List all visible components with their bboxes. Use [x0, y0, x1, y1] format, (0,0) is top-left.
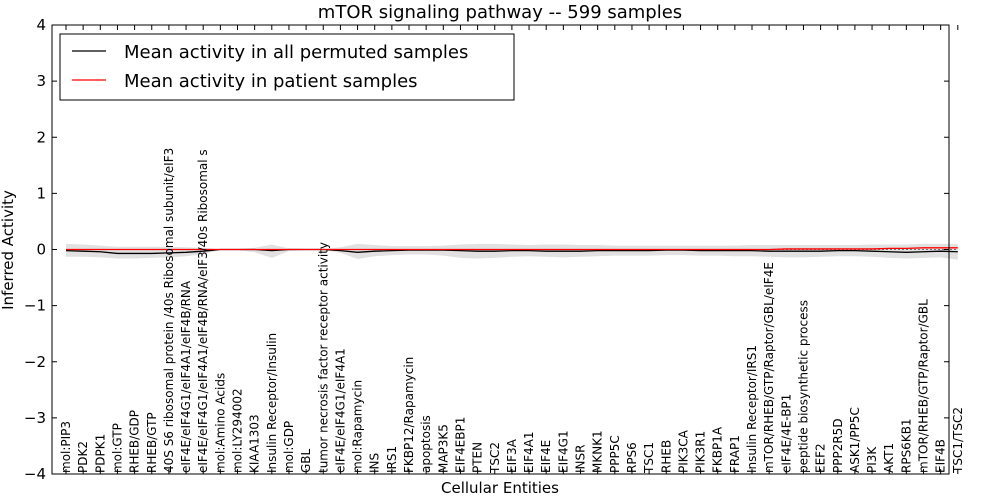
category-label: RPS6KB1 [899, 418, 913, 473]
y-tick-label: 0 [36, 241, 46, 259]
category-label: mol:PIP3 [59, 421, 73, 473]
category-label: mol:LY294002 [231, 388, 245, 473]
y-tick-label: 3 [36, 72, 46, 90]
legend: Mean activity in all permuted samples Me… [59, 33, 515, 101]
category-label: tumor necrosis factor receptor activity [316, 242, 330, 473]
x-axis-label: Cellular Entities [441, 479, 559, 497]
category-label: PPP5C [608, 435, 622, 473]
category-label: INS [368, 453, 382, 473]
legend-label-patient: Mean activity in patient samples [124, 71, 418, 92]
y-tick-label: −4 [24, 465, 46, 483]
category-label: INSR [574, 445, 588, 473]
category-label: TSC1/TSC2 [951, 407, 965, 474]
legend-label-permuted: Mean activity in all permuted samples [124, 42, 468, 63]
chart-title: mTOR signaling pathway -- 599 samples [318, 2, 682, 23]
category-label: 40S S6 ribosomal protein /40s Ribosomal … [162, 148, 176, 473]
permutation-band [66, 243, 958, 260]
y-axis-label: Inferred Activity [0, 190, 17, 310]
category-label: eIF4E/4E-BP1 [779, 394, 793, 473]
category-label: EIF4E [539, 440, 553, 473]
category-label: mol:GTP [110, 423, 124, 473]
category-label: AKT1 [882, 443, 896, 473]
category-label: TSC1 [642, 442, 656, 474]
category-label: FRAP1 [728, 435, 742, 473]
category-label: peptide biosynthetic process [796, 300, 810, 473]
category-label: KIAA1303 [248, 414, 262, 473]
category-label: EIF4B [934, 439, 948, 473]
category-label: eIF4E/eIF4G1/eIF4A1/eIF4B/RNA [179, 280, 193, 473]
category-label: FKBP12/Rapamycin [402, 357, 416, 473]
band-layer [66, 243, 958, 260]
category-label: mTOR/RHEB/GTP/Raptor/GBL [917, 299, 931, 473]
y-tick-label: 4 [36, 16, 46, 34]
category-label: EIF4G1 [556, 430, 570, 473]
legend-box [59, 33, 515, 101]
category-label: RPS6 [625, 442, 639, 473]
category-label: PIK3R1 [694, 431, 708, 473]
category-label: IRS1 [385, 446, 399, 473]
category-label: MKNK1 [591, 430, 605, 473]
category-label: Insulin Receptor/IRS1 [745, 345, 759, 473]
category-label: FKBP1A [711, 426, 725, 473]
category-label: eIF4E/eIF4G1/eIF4A1 [333, 348, 347, 473]
category-label: EEF2 [814, 443, 828, 473]
category-label: TSC2 [488, 442, 502, 474]
category-label: RHEB [659, 440, 673, 473]
category-labels: mol:PIP3 PDK2 PDPK1 mol:GTP RHEB/GDP RHEB/GTP… [59, 148, 965, 474]
y-tick-label: −3 [24, 409, 46, 427]
category-label: EIF3A [505, 438, 519, 473]
category-label: PPP2R5D [831, 418, 845, 473]
y-tick-label: −2 [24, 353, 46, 371]
category-label: EIF4EBP1 [453, 417, 467, 473]
category-label: GBL [299, 448, 313, 473]
category-label: RHEB/GTP [145, 412, 159, 473]
category-label: mol:Amino Acids [213, 373, 227, 473]
category-label: ASK1/PP5C [848, 407, 862, 473]
category-label: Insulin Receptor/Insulin [265, 333, 279, 473]
y-tick-label: −1 [24, 297, 46, 315]
category-label: mTOR/RHEB/GTP/Raptor/GBL/eIF4E [762, 262, 776, 473]
category-label: PI3K [865, 446, 879, 473]
y-axis: −4 −3 −2 −1 0 1 2 3 4 [24, 16, 949, 483]
lines-layer [65, 247, 958, 255]
category-label: PDK2 [76, 441, 90, 473]
category-label: PDPK1 [93, 434, 107, 473]
category-label: apoptosis [419, 415, 433, 473]
y-tick-label: 1 [36, 184, 46, 202]
series-line-patient [66, 247, 958, 251]
category-label: mol:GDP [282, 421, 296, 473]
category-label: PIK3CA [676, 429, 690, 473]
category-label: eIF4E/eIF4G1/eIF4A1/eIF4B/RNA/eIF3/40s R… [196, 149, 210, 473]
category-label: PTEN [471, 442, 485, 473]
x-axis-ticks [65, 25, 959, 474]
category-label: MAP3K5 [436, 424, 450, 473]
category-label: RHEB/GDP [128, 410, 142, 473]
category-label: mol:Rapamycin [351, 380, 365, 473]
category-label: EIF4A1 [522, 431, 536, 473]
y-tick-label: 2 [36, 128, 46, 146]
